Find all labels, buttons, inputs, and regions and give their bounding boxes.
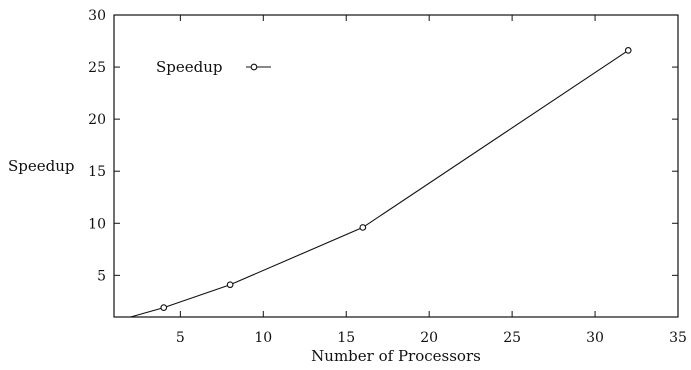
y-tick-label: 30 bbox=[88, 8, 106, 24]
y-tick-label: 20 bbox=[88, 112, 106, 128]
series-layer bbox=[130, 47, 632, 318]
series-point-speedup bbox=[624, 47, 632, 54]
series-point-speedup bbox=[359, 224, 367, 231]
x-tick-label: 10 bbox=[254, 330, 272, 346]
x-axis-ticks: 5 10 15 20 25 30 35 bbox=[176, 15, 687, 346]
y-tick-label: 25 bbox=[88, 60, 106, 76]
series-point-speedup bbox=[226, 281, 234, 289]
plot-frame bbox=[113, 14, 679, 318]
x-axis-label: Number of Processors bbox=[311, 347, 481, 365]
legend-marker-speedup bbox=[250, 63, 258, 71]
legend-label-speedup: Speedup bbox=[156, 58, 223, 76]
x-tick-label: 20 bbox=[420, 330, 438, 346]
y-tick-label: 15 bbox=[88, 164, 106, 180]
series-point-speedup bbox=[160, 304, 168, 311]
x-tick-label: 30 bbox=[586, 330, 604, 346]
y-axis-label: Speedup bbox=[8, 157, 75, 175]
y-tick-label: 5 bbox=[97, 268, 106, 284]
x-tick-label: 25 bbox=[503, 330, 521, 346]
legend: Speedup bbox=[156, 58, 271, 76]
series-line-speedup bbox=[130, 49, 629, 318]
x-tick-label: 15 bbox=[337, 330, 355, 346]
x-tick-label: 35 bbox=[669, 330, 687, 346]
x-tick-label: 5 bbox=[176, 330, 185, 346]
y-axis-ticks: 5 10 15 20 25 30 bbox=[88, 8, 678, 284]
y-tick-label: 10 bbox=[88, 216, 106, 232]
